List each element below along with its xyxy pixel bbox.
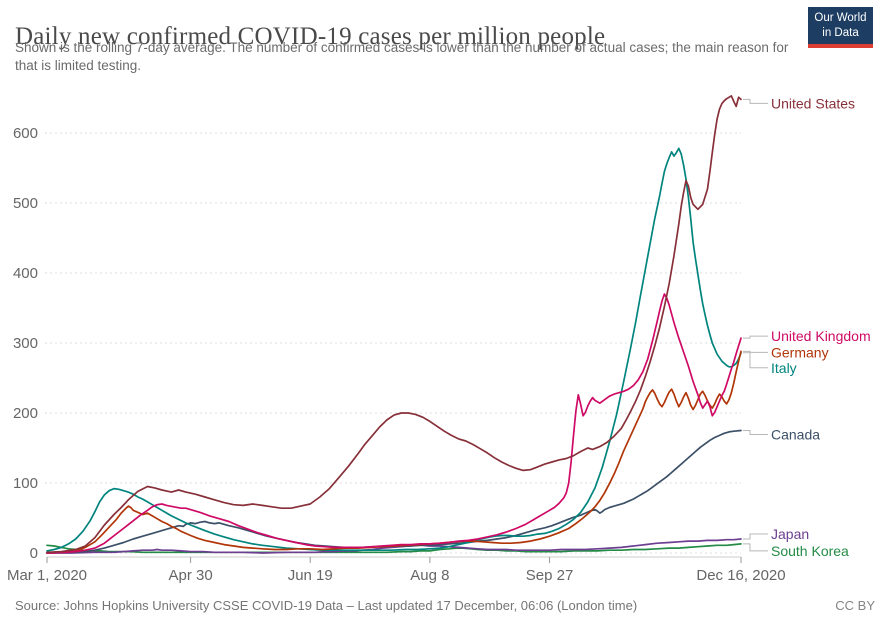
series-connector-japan	[743, 533, 768, 540]
x-tick-label: Dec 16, 2020	[696, 567, 785, 584]
series-label-canada[interactable]: Canada	[771, 427, 820, 443]
y-tick-label: 100	[13, 475, 38, 492]
series-connector-canada	[743, 430, 768, 435]
footer-source: Source: Johns Hopkins University CSSE CO…	[15, 598, 638, 613]
series-connector-italy	[743, 352, 768, 369]
x-tick-label: Apr 30	[168, 567, 212, 584]
series-label-japan[interactable]: Japan	[771, 526, 809, 542]
owid-logo-text: Our World in Data	[808, 7, 873, 41]
owid-logo-line2: in Data	[822, 27, 859, 39]
y-tick-label: 400	[13, 265, 38, 282]
x-tick-label: Sep 27	[526, 567, 574, 584]
series-label-united-states[interactable]: United States	[771, 95, 855, 111]
footer-license-link[interactable]: CC BY	[835, 598, 875, 613]
y-tick-label: 300	[13, 335, 38, 352]
series-connector-south-korea	[743, 543, 768, 552]
owid-logo-red-bar	[808, 44, 873, 48]
y-tick-label: 500	[13, 195, 38, 212]
series-label-italy[interactable]: Italy	[771, 360, 797, 376]
series-connector-germany	[743, 350, 768, 353]
x-tick-label: Mar 1, 2020	[7, 567, 87, 584]
chart-title: Daily new confirmed COVID-19 cases per m…	[15, 22, 606, 50]
chart-subtitle: Shown is the rolling 7-day average. The …	[15, 40, 789, 73]
y-tick-label: 200	[13, 405, 38, 422]
x-tick-label: Jun 19	[288, 567, 333, 584]
series-connector-united-kingdom	[743, 335, 768, 339]
y-tick-label: 0	[30, 545, 38, 562]
series-line-italy[interactable]	[46, 147, 742, 552]
series-label-united-kingdom[interactable]: United Kingdom	[771, 328, 871, 344]
owid-logo[interactable]: Our World in Data	[808, 7, 873, 48]
series-label-germany[interactable]: Germany	[771, 344, 829, 360]
series-line-united-kingdom[interactable]	[46, 293, 742, 554]
series-line-united-states[interactable]	[46, 95, 742, 554]
y-tick-label: 600	[13, 125, 38, 142]
x-tick-label: Aug 8	[410, 567, 449, 584]
series-line-south-korea[interactable]	[46, 543, 742, 554]
owid-logo-line1: Our World	[814, 12, 867, 24]
series-label-south-korea[interactable]: South Korea	[771, 543, 849, 559]
series-line-canada[interactable]	[46, 429, 742, 554]
series-connector-united-states	[743, 98, 768, 104]
series-line-germany[interactable]	[46, 350, 742, 554]
